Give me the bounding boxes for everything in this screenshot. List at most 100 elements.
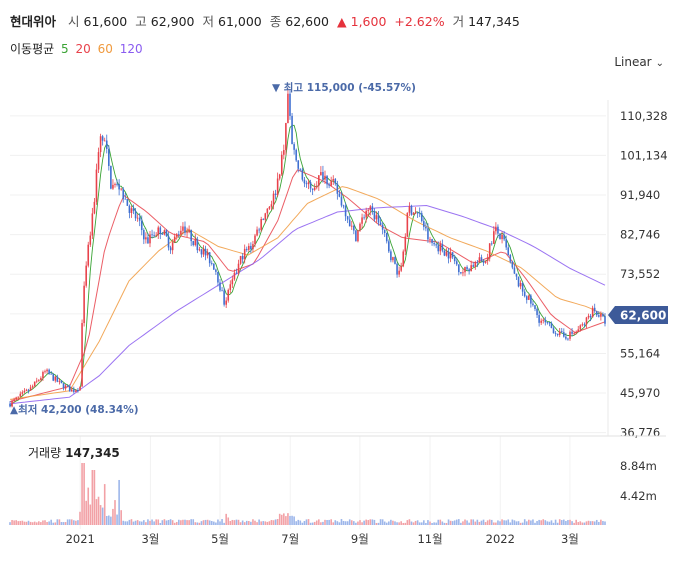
volume-bar (517, 521, 520, 525)
candle-body (178, 234, 180, 235)
volume-bar (318, 519, 320, 525)
volume-bar (455, 519, 458, 525)
candle-body (365, 210, 367, 218)
volume-bar (342, 520, 345, 525)
candle-body (260, 219, 262, 231)
low-label: 저 (202, 14, 215, 29)
candle-body (416, 212, 419, 214)
candle-body (392, 257, 394, 261)
volume-bar (198, 522, 201, 525)
volume-bar (563, 519, 565, 525)
candle-body (540, 320, 542, 323)
volume-bar (138, 521, 141, 525)
candle-body (369, 206, 372, 211)
volume-bar (505, 520, 507, 525)
volume-bar (237, 519, 240, 525)
volume-bar (126, 521, 129, 525)
volume-bar (186, 520, 188, 525)
candle-body (138, 217, 141, 221)
volume-bar (546, 521, 549, 525)
scale-toggle[interactable]: Linear ⌄ (614, 55, 664, 69)
volume-label: 거 (452, 14, 465, 29)
candle-body (40, 378, 42, 380)
candle-body (108, 148, 110, 166)
candle-body (313, 187, 316, 190)
ma-20-line (9, 169, 606, 402)
low-arrow-icon: ▲ (10, 404, 19, 416)
candle-body (272, 193, 275, 205)
moving-average-legend: 이동평균 5 20 60 120 (10, 40, 146, 57)
candle-body (320, 172, 322, 176)
candle-body (287, 93, 289, 124)
candle-body (348, 219, 351, 227)
candle-body (180, 230, 182, 235)
ma-20[interactable]: 20 (75, 42, 91, 56)
volume-bar (412, 522, 415, 525)
candle-body (153, 235, 155, 237)
candle-body (528, 295, 530, 300)
volume-bar (383, 521, 386, 525)
candle-body (120, 188, 122, 190)
price-header: 현대위아 시 61,600 고 62,900 저 61,000 종 62,600 ▲ 1,… (10, 11, 524, 30)
volume-bar (136, 520, 139, 525)
candle-body (132, 208, 135, 211)
ma-60[interactable]: 60 (97, 42, 113, 56)
candle-body (433, 243, 435, 245)
candle-body (169, 247, 172, 251)
volume-bar (575, 519, 577, 525)
volume-bar (278, 513, 281, 525)
volume-bar (367, 520, 370, 525)
volume-axis: 8.84m 4.42m (620, 459, 657, 503)
candle-body (280, 154, 283, 175)
candle-body (350, 225, 353, 227)
volume-bar (182, 519, 184, 525)
volume-bar (241, 520, 244, 525)
candle-body (571, 331, 573, 334)
candle-body (425, 226, 427, 229)
candle-body (62, 383, 65, 389)
candle-body (318, 175, 320, 186)
volume-bar (15, 520, 17, 525)
ma-120[interactable]: 120 (119, 42, 143, 56)
volume-bar (303, 520, 306, 525)
volume-bar (192, 519, 195, 525)
candle-body (493, 231, 495, 244)
candle-body (585, 317, 588, 325)
candle-body (342, 205, 345, 207)
candle-body (79, 386, 81, 391)
volume-bar (165, 520, 168, 525)
volume-bar (280, 514, 283, 525)
volume-bar (466, 520, 468, 525)
volume-bar (315, 520, 318, 525)
candle-body (60, 380, 63, 384)
candle-body (276, 178, 279, 196)
candle-body (194, 239, 197, 246)
volume-bar (254, 520, 256, 525)
volume-bar (297, 519, 300, 525)
candle-body (558, 331, 561, 336)
x-tick-label: 5월 (211, 532, 229, 546)
candle-body (591, 307, 594, 318)
volume-bar (68, 519, 71, 525)
volume-bar (31, 522, 34, 525)
candle-body (118, 184, 120, 190)
volume-bar (600, 519, 602, 525)
volume-bar (128, 519, 131, 525)
candle-body (44, 371, 46, 373)
candle-body (332, 178, 335, 181)
volume-bar (589, 521, 592, 525)
volume-bar (227, 517, 230, 525)
scale-toggle-label: Linear (614, 55, 652, 69)
ma-5[interactable]: 5 (61, 42, 69, 56)
volume-bar (482, 519, 485, 525)
current-price-badge: 62,600 (608, 306, 668, 324)
volume-bar (585, 521, 588, 525)
candle-body (291, 115, 293, 145)
candle-body (202, 248, 205, 255)
volume-bar (398, 522, 400, 525)
candle-body (33, 381, 36, 387)
candle-body (136, 217, 139, 219)
volume-bar (159, 522, 162, 525)
candle-body (326, 175, 328, 185)
